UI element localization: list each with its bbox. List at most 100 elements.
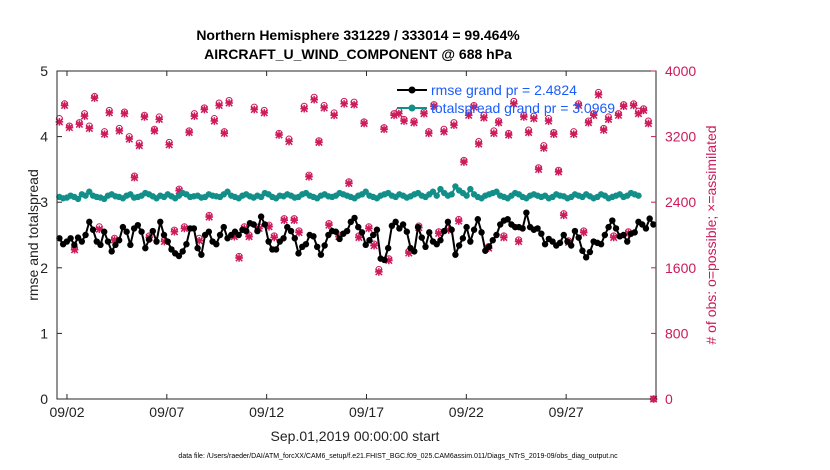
y-right-tick-label: 800: [665, 325, 689, 341]
rmse-point: [205, 228, 213, 235]
obs-assimilated-point: [460, 158, 468, 166]
obs-assimilated-point: [430, 102, 438, 111]
rmse-point: [56, 235, 63, 242]
rmse-point: [384, 244, 392, 252]
obs-assimilated-point: [410, 118, 418, 127]
rmse-point: [343, 227, 351, 235]
rmse-point: [586, 248, 594, 256]
obs-assimilated-point: [295, 228, 303, 237]
obs-assimilated-point: [195, 236, 203, 245]
rmse-point: [119, 223, 127, 231]
obs-assimilated-point: [424, 129, 433, 138]
rmse-point: [366, 237, 373, 244]
rmse-point: [489, 237, 496, 244]
y-right-tick-label: 1600: [665, 260, 696, 276]
obs-assimilated-point: [80, 112, 89, 120]
obs-assimilated-point: [305, 172, 313, 181]
rmse-point: [235, 231, 242, 239]
rmse-point: [257, 213, 265, 220]
rmse-point: [97, 241, 104, 249]
rmse-point: [145, 236, 153, 243]
obs-assimilated-point: [644, 119, 653, 128]
obs-assimilated-point: [440, 127, 448, 136]
rmse-point: [605, 223, 612, 231]
obs-assimilated-point: [265, 223, 273, 231]
obs-assimilated-point: [165, 141, 174, 149]
obs-assimilated-point: [180, 224, 189, 233]
x-axis: 09/02 09/07 09/12 09/17 09/22 09/27: [49, 71, 584, 420]
obs-assimilated-point: [434, 229, 443, 238]
rmse-point: [242, 227, 250, 235]
obs-assimilated-point: [470, 103, 478, 111]
obs-assimilated-point: [200, 105, 209, 114]
rmse-point: [582, 254, 590, 261]
obs-assimilated-point: [345, 179, 353, 188]
rmse-point: [575, 234, 582, 241]
rmse-point: [631, 229, 638, 236]
rmse-point: [295, 250, 302, 257]
obs-assimilated-point: [380, 125, 388, 134]
rmse-point: [478, 229, 485, 236]
obs-assimilated-point: [360, 119, 368, 128]
rmse-point: [153, 238, 160, 245]
obs-assimilated-point: [639, 106, 648, 115]
rmse-point: [414, 223, 422, 231]
obs-assimilated-point: [150, 127, 159, 135]
obs-assimilated-point: [504, 131, 513, 139]
rmse-point: [272, 246, 280, 253]
rmse-point: [142, 244, 149, 252]
rmse-point: [560, 231, 567, 239]
rmse-point: [444, 218, 452, 226]
rmse-point: [370, 231, 377, 239]
obs-assimilated-point: [405, 249, 413, 257]
obs-assimilated-point: [390, 111, 398, 120]
rmse-point: [650, 221, 657, 228]
obs-assimilated-point: [559, 211, 568, 220]
obs-assimilated-point: [589, 111, 598, 120]
rmse-point: [317, 251, 325, 258]
rmse-point: [280, 235, 287, 242]
obs-assimilated-point: [120, 109, 129, 118]
rmse-point: [579, 247, 586, 254]
obs-assimilated-point: [609, 233, 618, 242]
rmse-point: [646, 215, 653, 222]
x-tick-label: 09/12: [249, 404, 284, 420]
rmse-point: [392, 218, 399, 226]
obs-assimilated-point: [235, 254, 243, 262]
obs-assimilated-point: [290, 216, 299, 225]
obs-assimilated-point: [420, 109, 428, 118]
obs-assimilated-point: [160, 237, 169, 246]
rmse-point: [213, 240, 220, 248]
totalspread-point: [635, 192, 642, 199]
obs-assimilated-point: [310, 95, 318, 104]
y-tick-label: 4: [40, 129, 48, 145]
y-right-tick-label: 2400: [665, 194, 696, 210]
obs-assimilated-point: [579, 228, 588, 237]
chart-subtitle: AIRCRAFT_U_WIND_COMPONENT @ 688 hPa: [204, 46, 512, 62]
obs-assimilated-point: [400, 117, 408, 125]
obs-assimilated-point: [285, 137, 293, 146]
x-tick-label: 09/07: [149, 404, 184, 420]
rmse-point: [568, 242, 575, 249]
rmse-point: [127, 241, 134, 249]
obs-assimilated-point: [170, 227, 179, 236]
obs-assimilated-point: [280, 216, 289, 225]
rmse-point: [67, 235, 74, 242]
obs-assimilated-point: [365, 224, 373, 233]
obs-assimilated-point: [75, 120, 84, 129]
x-tick-label: 09/17: [349, 404, 384, 420]
obs-assimilated-point: [100, 130, 109, 138]
rmse-point: [411, 248, 418, 255]
legend-rmse-marker: [408, 86, 416, 94]
obs-assimilated-point: [500, 233, 508, 242]
rmse-point: [358, 229, 366, 236]
legend: rmse grand pr = 2.4824 totalspread grand…: [397, 82, 615, 116]
obs-assimilated-point: [175, 186, 183, 195]
chart-title: Northern Hemisphere 331229 / 333014 = 99…: [196, 27, 520, 43]
rmse-point: [440, 227, 448, 235]
obs-assimilated-point: [155, 115, 164, 124]
rmse-point: [474, 216, 482, 223]
obs-assimilated-point: [215, 101, 223, 110]
rmse-point: [624, 238, 631, 245]
